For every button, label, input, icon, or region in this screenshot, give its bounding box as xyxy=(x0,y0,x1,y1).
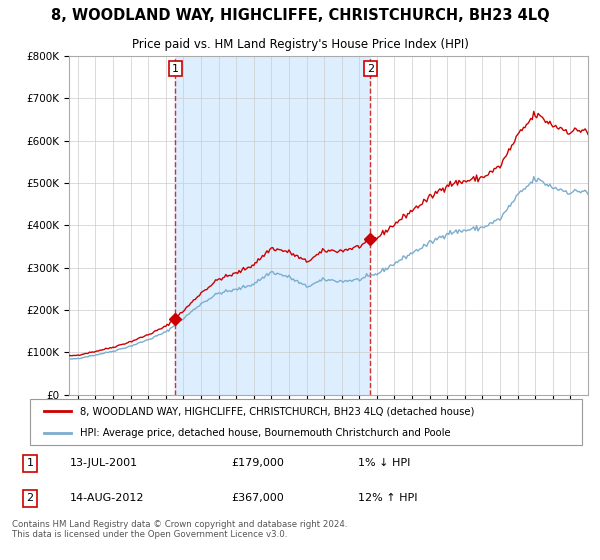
Text: 2: 2 xyxy=(26,493,34,503)
Text: 12% ↑ HPI: 12% ↑ HPI xyxy=(358,493,417,503)
FancyBboxPatch shape xyxy=(30,399,582,445)
Text: 8, WOODLAND WAY, HIGHCLIFFE, CHRISTCHURCH, BH23 4LQ: 8, WOODLAND WAY, HIGHCLIFFE, CHRISTCHURC… xyxy=(50,8,550,23)
Text: 13-JUL-2001: 13-JUL-2001 xyxy=(70,459,138,468)
Text: £179,000: £179,000 xyxy=(231,459,284,468)
Text: 1: 1 xyxy=(26,459,34,468)
Text: 2: 2 xyxy=(367,64,374,74)
Bar xyxy=(175,56,370,395)
Text: HPI: Average price, detached house, Bournemouth Christchurch and Poole: HPI: Average price, detached house, Bour… xyxy=(80,428,451,438)
Text: 1% ↓ HPI: 1% ↓ HPI xyxy=(358,459,410,468)
Text: 8, WOODLAND WAY, HIGHCLIFFE, CHRISTCHURCH, BH23 4LQ (detached house): 8, WOODLAND WAY, HIGHCLIFFE, CHRISTCHURC… xyxy=(80,406,474,416)
Text: 1: 1 xyxy=(172,64,179,74)
Text: Price paid vs. HM Land Registry's House Price Index (HPI): Price paid vs. HM Land Registry's House … xyxy=(131,38,469,50)
Text: £367,000: £367,000 xyxy=(231,493,284,503)
Text: Contains HM Land Registry data © Crown copyright and database right 2024.
This d: Contains HM Land Registry data © Crown c… xyxy=(12,520,347,539)
Text: 14-AUG-2012: 14-AUG-2012 xyxy=(70,493,144,503)
